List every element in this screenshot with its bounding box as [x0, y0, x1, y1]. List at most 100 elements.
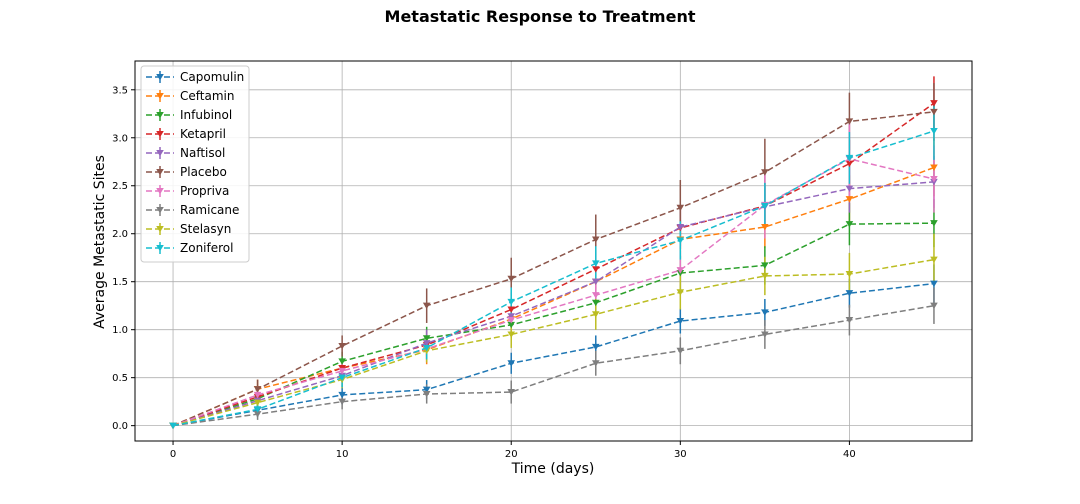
data-point-ramicane [761, 331, 769, 338]
legend-label-placebo: Placebo [180, 165, 227, 179]
series-line-ketapril [172, 102, 935, 427]
series-line-placebo [172, 111, 935, 427]
data-point-ketapril [591, 266, 600, 273]
y-tick-label: 1.0 [112, 325, 128, 336]
legend-label-ketapril: Ketapril [180, 127, 226, 141]
data-point-placebo [930, 108, 938, 116]
series-line-stelasyn [172, 258, 935, 427]
data-point-placebo [761, 169, 769, 176]
data-point-zoniferol [422, 344, 431, 352]
x-tick-label: 40 [843, 449, 856, 460]
legend-label-zoniferol: Zoniferol [180, 241, 233, 255]
data-point-capomulin [676, 318, 685, 325]
data-point-zoniferol [845, 154, 854, 162]
y-tick-label: 2.0 [112, 229, 128, 240]
legend-marker-naftisol [156, 149, 164, 157]
data-point-stelasyn [676, 289, 685, 296]
series-line-naftisol [172, 181, 935, 427]
data-point-stelasyn [930, 256, 938, 264]
data-point-placebo [845, 118, 854, 125]
data-point-ramicane [591, 360, 600, 367]
data-point-propriva [930, 175, 938, 183]
series-line-zoniferol [172, 130, 935, 427]
legend-marker-ramicane [156, 206, 164, 214]
data-point-placebo [507, 275, 516, 283]
data-point-capomulin [422, 386, 431, 394]
data-point-capomulin [845, 290, 854, 297]
data-point-ramicane [930, 302, 938, 310]
data-point-ramicane [338, 398, 346, 406]
data-point-placebo [422, 302, 431, 310]
legend-label-propriva: Propriva [180, 184, 229, 198]
series-line-capomulin [172, 282, 935, 427]
data-point-ketapril [930, 100, 938, 107]
data-point-zoniferol [930, 128, 938, 135]
data-point-infubinol [591, 299, 600, 307]
data-point-ramicane [422, 390, 431, 398]
data-point-ketapril [507, 306, 516, 313]
data-point-zoniferol [253, 406, 262, 413]
data-point-propriva [676, 267, 685, 274]
data-point-ceftamin [845, 196, 854, 203]
data-point-naftisol [845, 185, 854, 193]
legend-marker-infubinol [156, 111, 164, 119]
data-point-naftisol [422, 340, 431, 347]
y-tick-label: 1.5 [112, 277, 128, 288]
legend-marker-stelasyn [156, 225, 164, 233]
data-point-capomulin [338, 391, 346, 399]
data-point-zoniferol [338, 374, 346, 382]
data-point-ketapril [845, 160, 854, 168]
legend-label-ceftamin: Ceftamin [180, 89, 234, 103]
x-axis-label: Time (days) [511, 461, 595, 477]
axis-ticks: 0 10 20 30 40 0.0 0.5 1.0 1.5 2.0 2.5 3.0 3.5 [112, 85, 856, 460]
data-point-naftisol [591, 278, 600, 286]
data-point-ceftamin [930, 164, 938, 171]
legend-label-infubinol: Infubinol [180, 108, 232, 122]
y-tick-label: 0.5 [112, 373, 128, 384]
data-point-ramicane [845, 317, 854, 324]
legend-marker-ketapril [156, 130, 164, 138]
legend-marker-capomulin [156, 73, 164, 81]
data-point-ramicane [507, 389, 516, 396]
legend: Capomulin Ceftamin Infubinol Ketapril Naftis… [140, 65, 250, 263]
series-line-ramicane [172, 304, 935, 427]
data-point-zoniferol [676, 237, 685, 244]
data-point-naftisol [507, 313, 516, 320]
x-tick-label: 30 [674, 449, 687, 460]
x-tick-label: 0 [170, 449, 176, 460]
data-point-infubinol [507, 321, 516, 329]
y-tick-label: 2.5 [112, 181, 128, 192]
series-line-infubinol [172, 222, 934, 427]
data-point-propriva [338, 367, 346, 375]
data-point-infubinol [845, 221, 854, 228]
series-line-ceftamin [172, 166, 935, 427]
plot-frame [134, 60, 973, 442]
legend-label-ramicane: Ramicane [180, 203, 239, 217]
series-lines [169, 100, 938, 430]
y-tick-label: 3.5 [112, 85, 128, 96]
grid-lines [135, 61, 972, 441]
data-point-placebo [253, 386, 262, 393]
legend-label-naftisol: Naftisol [180, 146, 225, 160]
data-point-capomulin [507, 360, 516, 367]
legend-marker-ceftamin [156, 92, 164, 100]
data-point-infubinol [338, 358, 346, 365]
data-point-placebo [338, 342, 346, 350]
data-point-stelasyn [591, 311, 600, 318]
data-point-infubinol [930, 220, 938, 227]
data-point-placebo [676, 204, 685, 212]
error-bars [256, 76, 935, 420]
data-point-zoniferol [591, 260, 600, 267]
data-point-stelasyn [253, 399, 262, 407]
legend-marker-propriva [156, 187, 164, 195]
data-point-zoniferol [761, 202, 769, 210]
data-point-capomulin [930, 280, 938, 288]
data-point-propriva [591, 292, 600, 299]
data-point-propriva [507, 317, 516, 324]
data-point-naftisol [676, 223, 685, 231]
data-point-capomulin [761, 309, 769, 316]
data-point-propriva [253, 391, 262, 399]
data-point-ramicane [253, 411, 262, 418]
